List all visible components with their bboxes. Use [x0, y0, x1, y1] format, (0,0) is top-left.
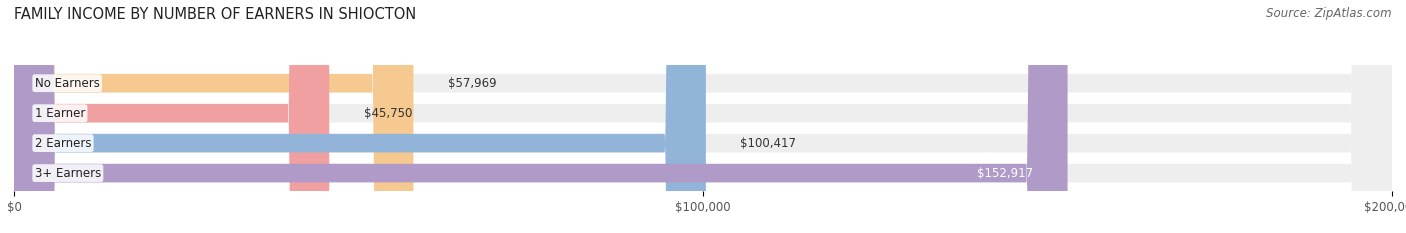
- FancyBboxPatch shape: [14, 0, 706, 233]
- Text: No Earners: No Earners: [35, 77, 100, 90]
- Text: FAMILY INCOME BY NUMBER OF EARNERS IN SHIOCTON: FAMILY INCOME BY NUMBER OF EARNERS IN SH…: [14, 7, 416, 22]
- Text: $152,917: $152,917: [977, 167, 1033, 180]
- FancyBboxPatch shape: [14, 0, 1067, 233]
- Text: $100,417: $100,417: [741, 137, 796, 150]
- FancyBboxPatch shape: [14, 0, 1392, 233]
- Text: 3+ Earners: 3+ Earners: [35, 167, 101, 180]
- FancyBboxPatch shape: [14, 0, 1392, 233]
- Text: 1 Earner: 1 Earner: [35, 107, 86, 120]
- FancyBboxPatch shape: [14, 0, 329, 233]
- Text: 2 Earners: 2 Earners: [35, 137, 91, 150]
- FancyBboxPatch shape: [14, 0, 1392, 233]
- Text: $57,969: $57,969: [449, 77, 496, 90]
- FancyBboxPatch shape: [14, 0, 1392, 233]
- Text: $45,750: $45,750: [364, 107, 412, 120]
- Text: Source: ZipAtlas.com: Source: ZipAtlas.com: [1267, 7, 1392, 20]
- FancyBboxPatch shape: [14, 0, 413, 233]
